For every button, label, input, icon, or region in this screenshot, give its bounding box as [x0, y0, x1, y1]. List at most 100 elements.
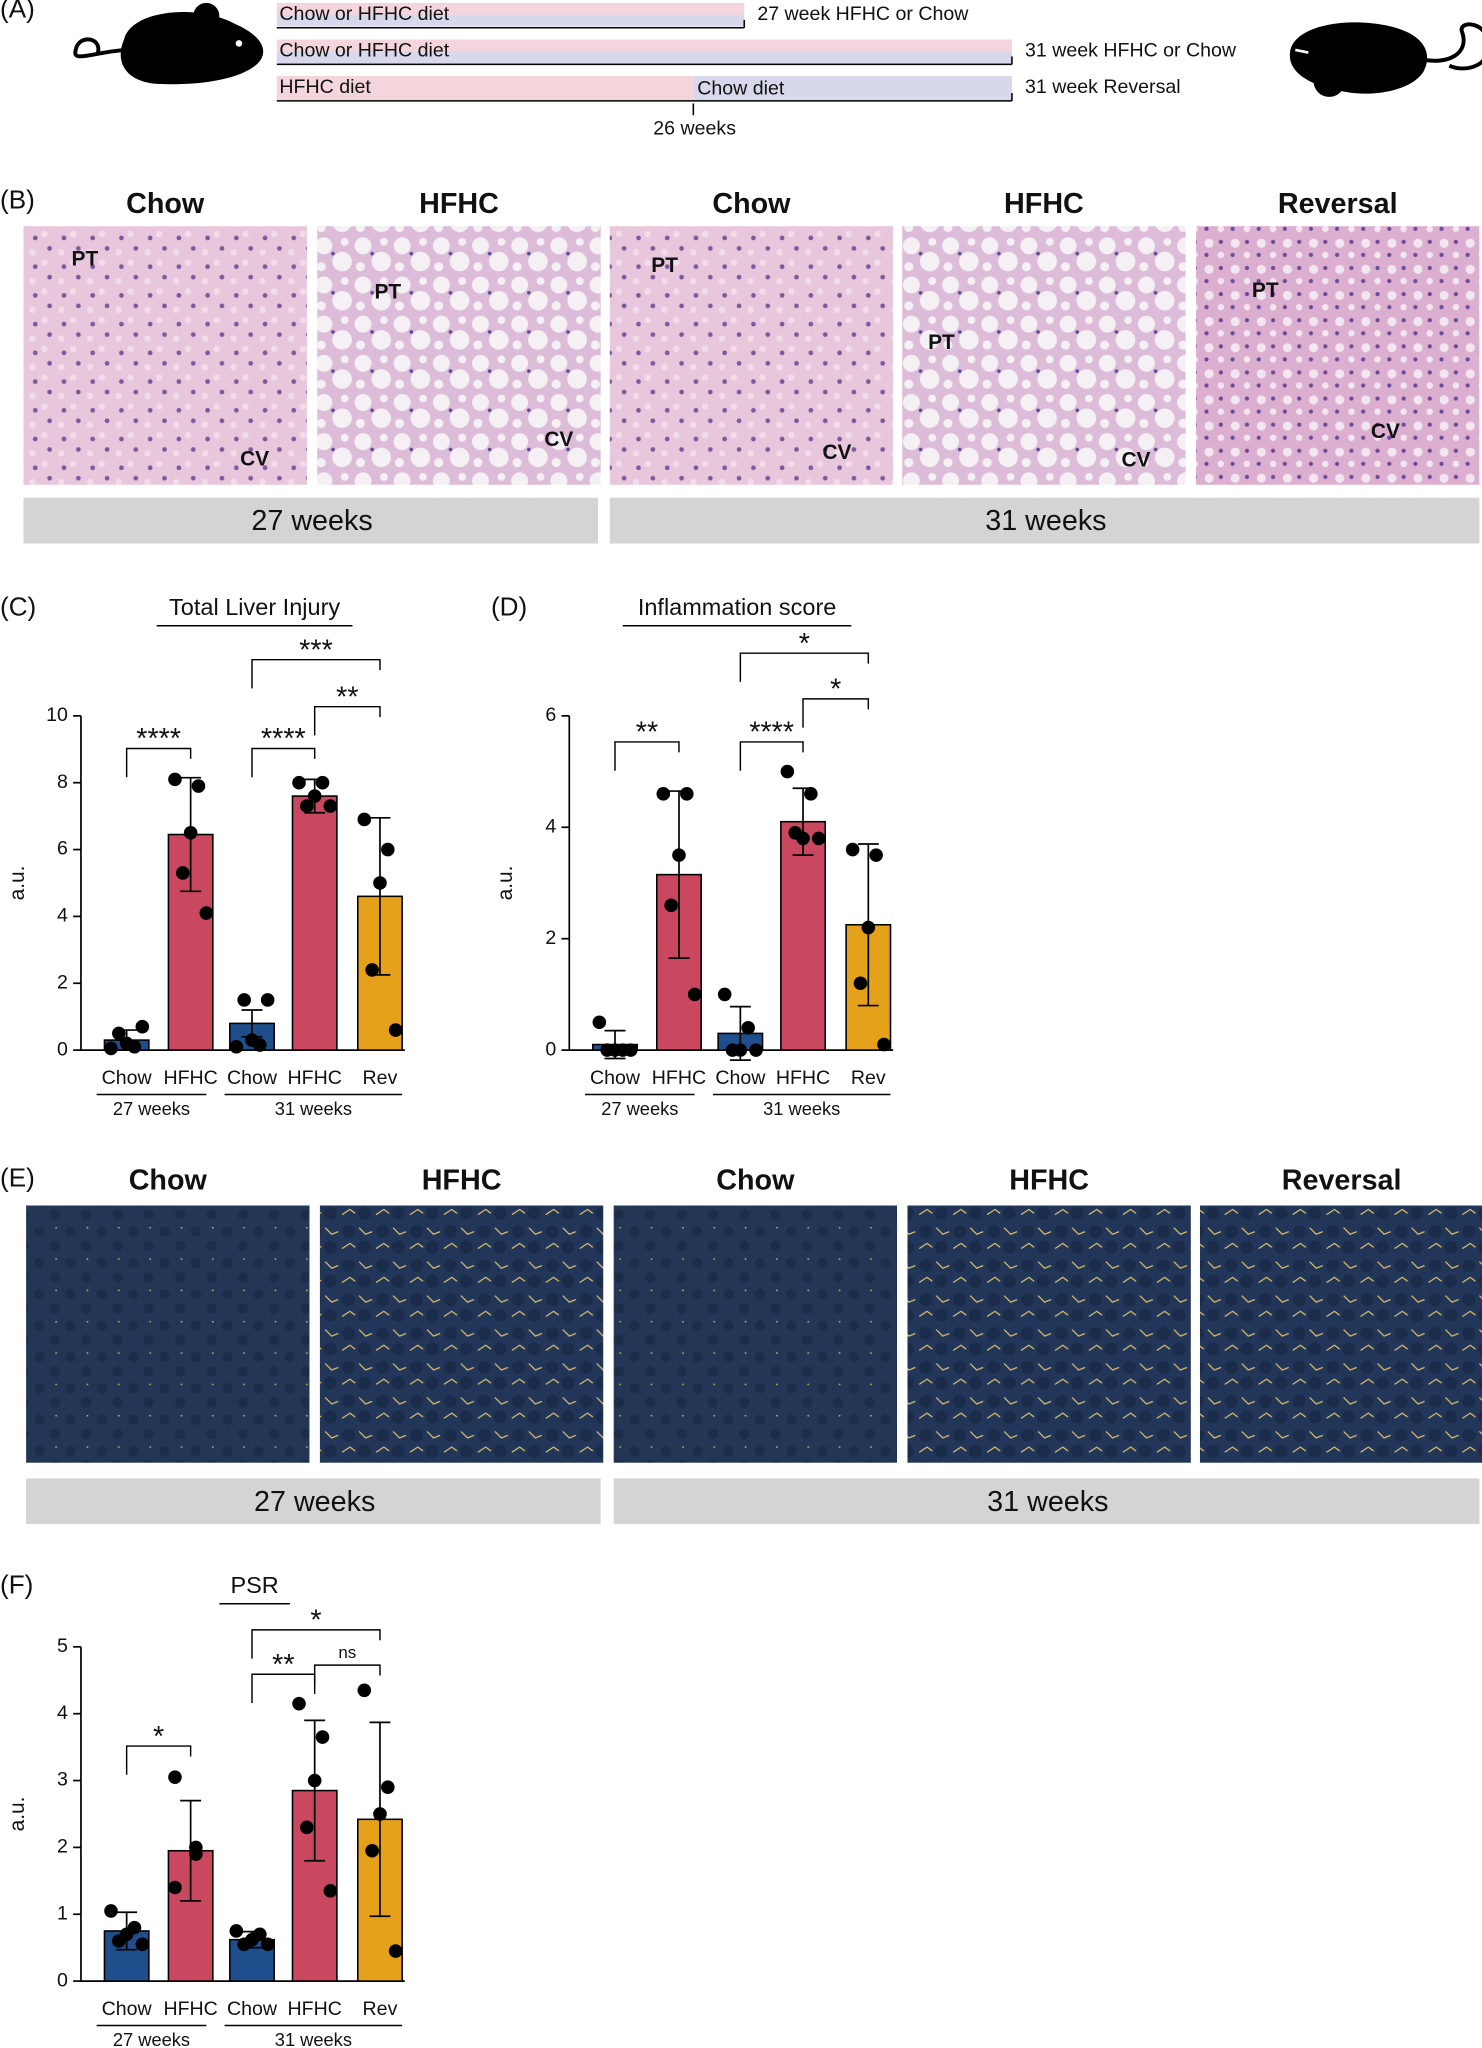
diet-label: HFHC diet: [279, 76, 371, 98]
data-point: [741, 1021, 755, 1035]
x-tick-label: HFHC: [776, 1067, 830, 1089]
data-point: [600, 1043, 614, 1057]
x-tick-label: Chow: [715, 1067, 766, 1089]
significance-bracket: [251, 1629, 381, 1659]
significance-bracket: [313, 1664, 381, 1694]
region-label: CV: [544, 428, 573, 451]
group-label: 31 weeks: [987, 1486, 1108, 1518]
panel-label: (B): [0, 184, 35, 214]
chart-title: Total Liver Injury: [169, 594, 340, 620]
y-tick-label: 0: [57, 1038, 68, 1060]
marker-label: 26 weeks: [653, 118, 736, 140]
data-point: [592, 1015, 607, 1030]
bar: [780, 820, 827, 1051]
significance-bracket: [125, 747, 192, 778]
group-label: 27 weeks: [251, 505, 372, 537]
data-point: [804, 787, 818, 801]
timeline-end-label: 31 week Reversal: [1025, 76, 1181, 98]
significance-label: **: [272, 1649, 294, 1681]
y-tick-label: 2: [57, 1836, 68, 1858]
data-point: [323, 1884, 338, 1898]
diet-bar: [276, 39, 1012, 53]
data-point: [725, 1043, 740, 1057]
data-point: [199, 906, 214, 920]
data-point: [717, 987, 732, 1002]
data-point: [853, 976, 868, 991]
y-axis-label: a.u.: [494, 866, 517, 901]
chart-title: Inflammation score: [638, 594, 837, 620]
data-point: [788, 826, 802, 840]
data-point: [315, 775, 330, 790]
group-band: [613, 1478, 1480, 1525]
diet-label: Chow or HFHC diet: [279, 3, 449, 25]
x-tick-label: Chow: [102, 1067, 153, 1089]
panel-title: Chow: [129, 1165, 208, 1197]
x-tick-label: HFHC: [163, 1067, 217, 1089]
data-point: [292, 775, 306, 790]
data-point: [811, 831, 826, 846]
significance-bracket: [739, 652, 870, 682]
significance-label: *: [153, 1721, 164, 1753]
region-label: PT: [72, 248, 99, 271]
data-point: [168, 772, 182, 787]
y-tick-label: 1: [57, 1902, 68, 1924]
significance-label: ****: [261, 723, 306, 755]
y-tick-label: 3: [57, 1769, 68, 1791]
data-point: [112, 1934, 126, 1948]
micrograph: [319, 1205, 604, 1463]
diet-bar: [276, 2, 745, 16]
data-point: [357, 1683, 372, 1698]
data-point: [229, 1924, 244, 1938]
region-label: CV: [1371, 420, 1400, 443]
y-tick-label: 0: [57, 1969, 68, 1991]
data-point: [365, 963, 379, 977]
data-point: [388, 1944, 403, 1958]
x-tick-label: HFHC: [163, 1998, 217, 2020]
x-tick-label: Chow: [102, 1998, 153, 2020]
data-point: [104, 1041, 118, 1056]
data-point: [237, 993, 251, 1007]
diet-label: Chow diet: [697, 77, 785, 99]
significance-label: **: [336, 681, 358, 713]
x-tick-label: Chow: [227, 1998, 278, 2020]
significance-label: *: [830, 674, 841, 706]
panel-title: HFHC: [1009, 1165, 1089, 1197]
bar: [167, 833, 214, 1051]
region-label: CV: [240, 447, 269, 470]
panel-title: Chow: [716, 1165, 795, 1197]
group-label: 31 weeks: [275, 1098, 352, 1119]
x-tick-label: HFHC: [652, 1067, 706, 1089]
timeline-end-label: 31 week HFHC or Chow: [1025, 39, 1237, 61]
y-tick-label: 4: [545, 815, 556, 837]
group-band: [23, 497, 599, 544]
diet-bar: [276, 51, 1012, 63]
micrograph: [902, 226, 1186, 485]
x-tick-label: Chow: [227, 1067, 278, 1089]
panel-title: Reversal: [1278, 188, 1398, 220]
data-point: [260, 1937, 275, 1952]
group-band: [609, 497, 1480, 544]
data-point: [749, 1043, 763, 1057]
data-point: [300, 1820, 314, 1835]
data-point: [323, 799, 338, 813]
y-tick-label: 0: [545, 1038, 556, 1060]
y-tick-label: 2: [545, 927, 556, 949]
data-point: [300, 799, 314, 813]
chart-title: PSR: [230, 1572, 278, 1598]
data-point: [307, 1773, 322, 1788]
data-point: [373, 876, 387, 890]
micrograph: [609, 226, 894, 485]
x-tick-label: HFHC: [287, 1998, 341, 2020]
data-point: [861, 920, 876, 935]
micrograph: [26, 1205, 310, 1463]
significance-bracket: [739, 741, 804, 771]
region-label: PT: [651, 254, 678, 277]
significance-bracket: [251, 747, 316, 778]
mouse-left: [73, 2, 264, 85]
diet-bar: [276, 76, 694, 101]
data-point: [135, 1937, 150, 1952]
data-point: [229, 1039, 244, 1054]
data-point: [672, 848, 686, 862]
